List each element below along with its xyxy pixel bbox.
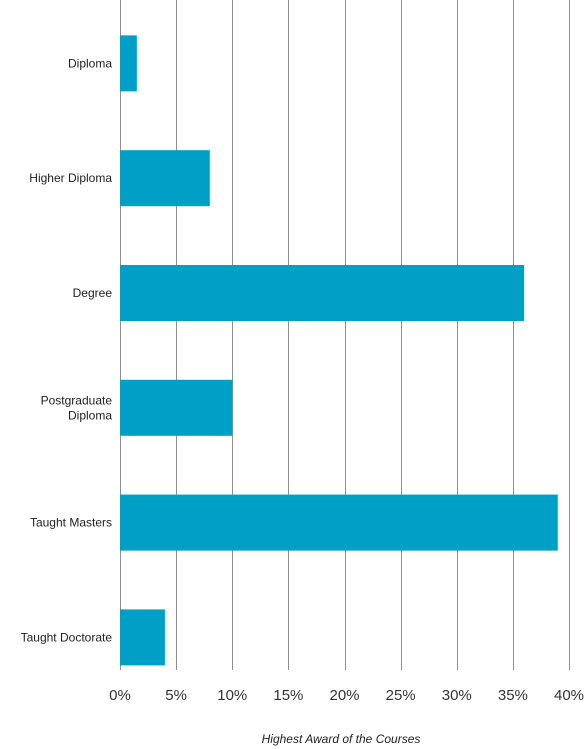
x-tick-label: 15% <box>273 687 303 704</box>
x-tick-labels: 0% 5% 10% 15% 20% 25% 30% 35% 40% <box>109 687 584 704</box>
category-label: Taught Masters <box>30 516 112 530</box>
bar-diploma <box>120 35 137 92</box>
category-label: Taught Doctorate <box>21 630 113 644</box>
bar-taught-masters <box>120 494 558 551</box>
x-tick-label: 20% <box>329 687 359 704</box>
category-label: Degree <box>73 286 113 300</box>
category-label-line: Postgraduate <box>41 393 113 407</box>
bar-postgraduate-diploma <box>120 379 233 436</box>
bar-taught-doctorate <box>120 609 165 666</box>
grid-lines <box>120 0 570 670</box>
category-label-line: Degree <box>73 286 113 300</box>
x-tick-label: 35% <box>498 687 528 704</box>
x-tick-label: 25% <box>386 687 416 704</box>
category-label-line: Taught Masters <box>30 516 112 530</box>
x-tick-label: 30% <box>442 687 472 704</box>
category-label-line: Diploma <box>68 56 112 70</box>
category-label-line: Taught Doctorate <box>21 630 113 644</box>
bars <box>120 35 558 666</box>
x-axis-title: Highest Award of the Courses <box>262 732 421 746</box>
bar-degree <box>120 265 525 321</box>
category-label: Diploma <box>68 56 112 70</box>
x-tick-label: 40% <box>554 687 584 704</box>
category-label-line: Diploma <box>68 408 112 422</box>
x-tick-label: 0% <box>109 687 131 704</box>
bar-higher-diploma <box>120 150 210 207</box>
category-label-line: Higher Diploma <box>29 171 112 185</box>
x-tick-label: 10% <box>217 687 247 704</box>
category-label: Postgraduate Diploma <box>41 393 113 422</box>
category-label: Higher Diploma <box>29 171 112 185</box>
x-tick-label: 5% <box>165 687 187 704</box>
